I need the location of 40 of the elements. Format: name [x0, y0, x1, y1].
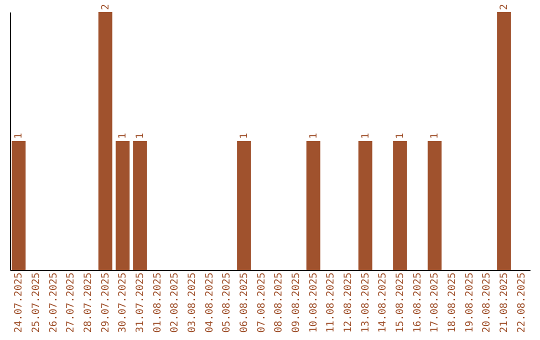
x-tick-label: 05.08.2025 [222, 272, 233, 333]
x-tick-label: 17.08.2025 [430, 272, 441, 333]
data-label: 1 [308, 132, 320, 139]
x-tick-label: 19.08.2025 [464, 272, 476, 333]
x-tick-label: 31.07.2025 [135, 272, 146, 333]
data-label: 1 [135, 132, 146, 139]
x-tick-label: 27.07.2025 [66, 272, 77, 333]
data-label: 1 [239, 132, 250, 139]
data-label: 2 [499, 4, 510, 10]
data-label: 1 [430, 132, 441, 139]
x-tick-label: 22.08.2025 [516, 272, 528, 333]
x-tick-label: 18.08.2025 [447, 272, 458, 333]
x-tick-label: 25.07.2025 [31, 272, 42, 333]
x-tick-label: 29.07.2025 [100, 272, 112, 333]
x-tick-label: 12.08.2025 [343, 272, 354, 333]
x-tick-label: 14.08.2025 [378, 272, 389, 333]
x-tick-label: 10.08.2025 [308, 272, 320, 333]
x-tick-label: 24.07.2025 [14, 272, 25, 333]
x-tick-label: 21.08.2025 [499, 272, 510, 333]
x-tick-label: 08.08.2025 [274, 272, 285, 333]
x-tick-label: 26.07.2025 [48, 272, 60, 333]
x-tick-label: 20.08.2025 [482, 272, 493, 333]
x-tick-label: 09.08.2025 [291, 272, 302, 333]
data-label: 1 [395, 132, 406, 139]
x-tick-label: 02.08.2025 [170, 272, 181, 333]
data-label: 1 [14, 132, 25, 139]
x-tick-label: 03.08.2025 [187, 272, 198, 333]
x-tick-label: 01.08.2025 [152, 272, 164, 333]
x-tick-label: 13.08.2025 [360, 272, 372, 333]
x-tick-label: 11.08.2025 [326, 272, 337, 333]
x-tick-label: 07.08.2025 [256, 272, 268, 333]
data-label: 2 [100, 4, 112, 10]
x-tick-label: 06.08.2025 [239, 272, 250, 333]
x-tick-label: 04.08.2025 [204, 272, 216, 333]
data-label: 1 [118, 132, 129, 139]
x-tick-label: 30.07.2025 [118, 272, 129, 333]
x-tick-label: 28.07.2025 [83, 272, 94, 333]
x-tick-label: 15.08.2025 [395, 272, 406, 333]
x-tick-label: 16.08.2025 [412, 272, 424, 333]
data-label: 1 [360, 132, 372, 139]
